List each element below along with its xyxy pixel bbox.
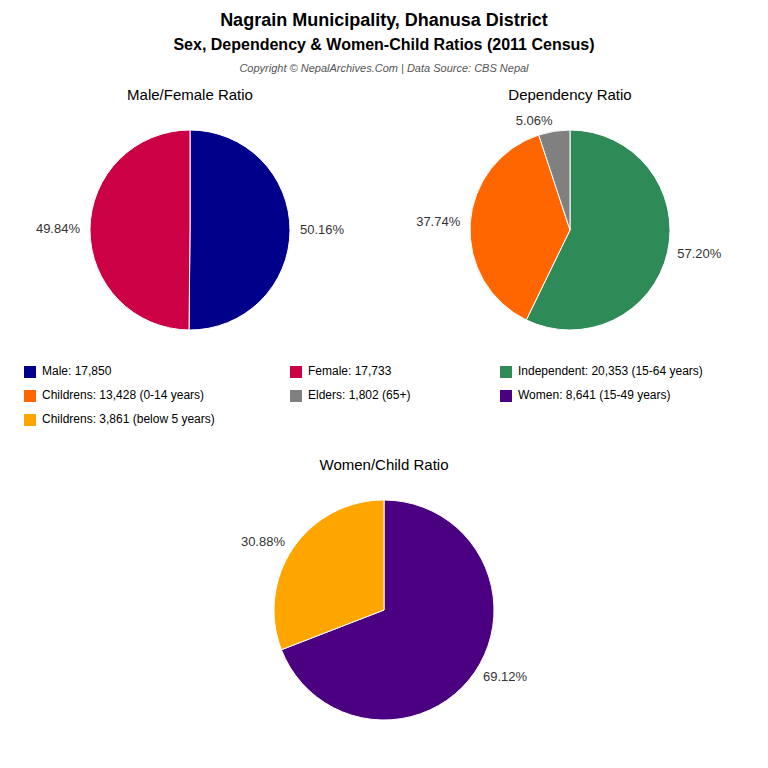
legend-label: Women: 8,641 (15-49 years) [518,388,671,402]
legend-item: Childrens: 3,861 (below 5 years) [24,412,215,426]
data-label: 57.20% [677,246,722,261]
slices [90,130,290,330]
legend-item: Childrens: 13,428 (0-14 years) [24,388,204,402]
slices [274,500,494,720]
data-label: 5.06% [516,113,553,128]
pie-slice [274,500,384,650]
legend-label: Female: 17,733 [308,364,392,378]
legend-swatch [24,366,36,378]
data-labels: 57.20% 37.74% 5.06% [416,113,722,261]
legend-label: Childrens: 3,861 (below 5 years) [42,412,215,426]
slices [470,130,670,330]
data-label: 37.74% [416,214,461,229]
legend-swatch [290,390,302,402]
data-labels: 69.12% 30.88% [241,534,528,685]
subtitle: Sex, Dependency & Women-Child Ratios (20… [173,36,594,53]
data-label: 50.16% [300,222,345,237]
legend-label: Elders: 1,802 (65+) [308,388,410,402]
legend-swatch [24,390,36,402]
pie-title: Dependency Ratio [508,86,631,103]
pie-slice [189,130,290,330]
pie-chart: Male/Female Ratio 50.16% 49.84% [36,86,345,330]
legend-item: Independent: 20,353 (15-64 years) [500,364,703,378]
data-labels: 50.16% 49.84% [36,221,345,237]
pie-title: Women/Child Ratio [320,456,449,473]
annotation: Copyright © NepalArchives.Com | Data Sou… [239,62,529,74]
legend-swatch [24,414,36,426]
pie-slice [90,130,190,330]
legend-swatch [500,390,512,402]
legend-swatch [290,366,302,378]
pie-slice [539,130,570,230]
pie-title: Male/Female Ratio [127,86,253,103]
legend: Male: 17,850 Female: 17,733 Independent: 2… [24,364,703,426]
legend-label: Male: 17,850 [42,364,112,378]
data-label: 49.84% [36,221,81,236]
legend-label: Childrens: 13,428 (0-14 years) [42,388,204,402]
pie-chart: Women/Child Ratio 69.12% 30.88% [241,456,528,720]
legend-item: Elders: 1,802 (65+) [290,388,410,402]
data-label: 69.12% [483,669,528,684]
legend-item: Female: 17,733 [290,364,392,378]
legend-item: Women: 8,641 (15-49 years) [500,388,671,402]
data-label: 30.88% [241,534,286,549]
legend-item: Male: 17,850 [24,364,112,378]
pie-chart: Dependency Ratio 57.20% 37.74% 5.06% [416,86,722,330]
legend-swatch [500,366,512,378]
chart: Nagrain Municipality, Dhanusa District Se… [0,0,768,768]
title: Nagrain Municipality, Dhanusa District [220,10,548,30]
legend-label: Independent: 20,353 (15-64 years) [518,364,703,378]
